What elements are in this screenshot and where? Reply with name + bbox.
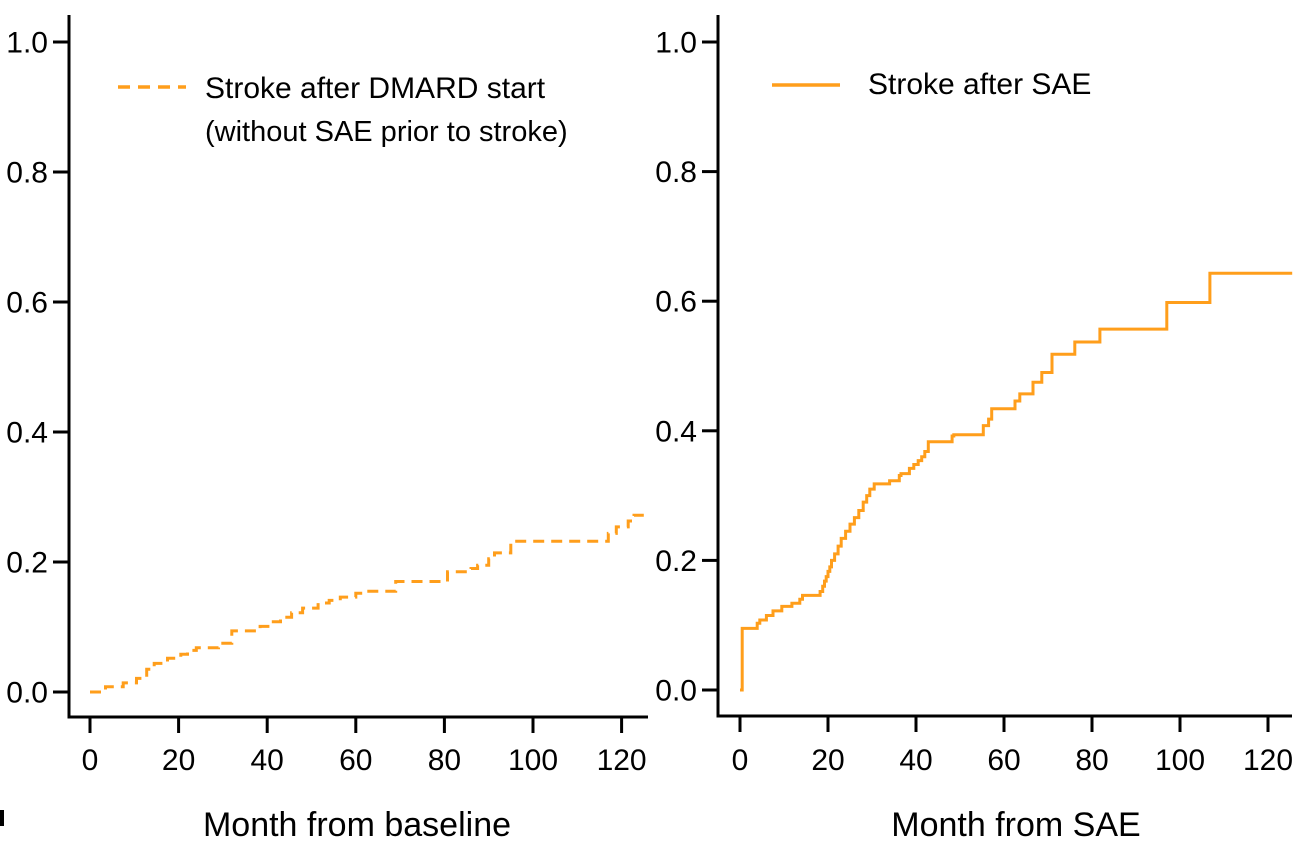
stroke-after-sae-y-tick-label: 0.2	[655, 545, 697, 578]
stroke-after-dmard-x-tick-label: 60	[339, 744, 372, 777]
stroke-after-dmard-y-tick-label: 0.8	[6, 157, 48, 190]
stroke-after-sae-x-tick-label: 100	[1155, 744, 1205, 777]
stroke-after-sae-curve	[740, 271, 1293, 692]
stroke-after-sae-x-tick-label: 0	[732, 744, 749, 777]
stroke-after-dmard-y-tick-label: 1.0	[6, 27, 48, 60]
stroke-after-dmard-y-tick-label: 0.0	[6, 677, 48, 710]
legend-left-sublabel: (without SAE prior to stroke)	[205, 116, 568, 148]
stroke-after-sae-y-tick-label: 0.0	[655, 675, 697, 708]
stroke-after-dmard-x-tick-label: 100	[508, 744, 558, 777]
stroke-after-dmard-y-tick-label: 0.4	[6, 417, 48, 450]
stroke-after-sae-x-tick-label: 120	[1243, 744, 1293, 777]
legend-left-label: Stroke after DMARD start	[205, 72, 546, 105]
x-axis-title-left: Month from baseline	[202, 806, 512, 844]
stroke-after-dmard-x-tick-label: 20	[162, 744, 195, 777]
stroke-after-dmard-axes	[67, 15, 648, 719]
stroke-after-dmard-y-tick-label: 0.6	[6, 287, 48, 320]
legend-right-label: Stroke after SAE	[868, 68, 1092, 101]
stroke-after-sae-x-tick-label: 40	[899, 744, 932, 777]
stroke-after-dmard-y-tick-label: 0.2	[6, 547, 48, 580]
stroke-after-sae-y-tick-label: 0.4	[655, 415, 697, 448]
stroke-after-sae-x-tick-label: 60	[987, 744, 1020, 777]
stroke-after-sae-y-tick-label: 0.8	[655, 156, 697, 189]
stroke-after-sae-y-tick-label: 0.6	[655, 286, 697, 319]
stroke-after-sae-x-tick-label: 80	[1075, 744, 1108, 777]
clipped-edge-mark	[0, 810, 4, 826]
x-axis-title-right: Month from SAE	[891, 806, 1141, 844]
dashed-line-swatch	[118, 85, 186, 89]
stroke-after-sae-panel: 0.0 0.2 0.4 0.6 0.8 1.0 0 20 40 60 80 100 120	[655, 15, 1293, 777]
stroke-after-sae-axes	[716, 15, 1292, 718]
stroke-after-sae-x-tick-label: 20	[811, 744, 844, 777]
stroke-after-dmard-x-tick-label: 40	[251, 744, 284, 777]
stroke-after-dmard-x-tick-label: 80	[428, 744, 461, 777]
stroke-after-dmard-curve	[90, 513, 644, 694]
stroke-after-dmard-x-tick-label: 120	[597, 744, 647, 777]
stroke-after-dmard-panel: 0.0 0.2 0.4 0.6 0.8 1.0 0 20 40 60 80 100 120	[6, 15, 648, 777]
stroke-after-sae-y-tick-label: 1.0	[655, 27, 697, 60]
stroke-after-dmard-x-tick-label: 0	[82, 744, 99, 777]
solid-line-swatch	[772, 83, 840, 87]
